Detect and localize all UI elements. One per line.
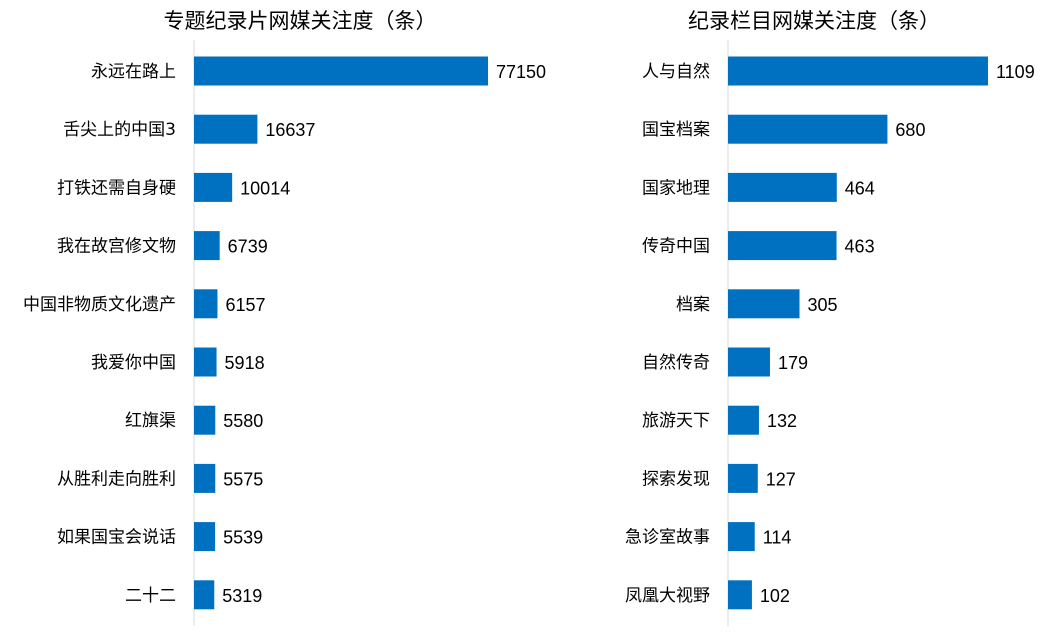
chart-left-bar (194, 289, 218, 319)
chart-right-bar (728, 463, 758, 493)
chart-right-value-label: 305 (808, 295, 838, 315)
chart-right-bar (728, 405, 759, 435)
chart-right-category-label: 自然传奇 (642, 353, 710, 373)
chart-left-category-label: 中国非物质文化遗产 (23, 295, 176, 315)
chart-left-category-label: 如果国宝会说话 (57, 528, 176, 548)
chart-right: 纪录栏目网媒关注度（条） 人与自然 1109 国宝档案 680 国家地理 464 传奇中国 4… (625, 9, 1035, 626)
chart-left: 专题纪录片网媒关注度（条） 永远在路上 77150 舌尖上的中国3 16637 打铁还需… (23, 9, 546, 626)
chart-left-category-label: 我爱你中国 (91, 353, 176, 373)
chart-right-bar (728, 580, 752, 610)
chart-right-value-label: 463 (845, 237, 875, 257)
chart-left-value-label: 5575 (223, 469, 263, 489)
chart-left-value-label: 16637 (265, 120, 315, 140)
chart-right-category-label: 档案 (676, 295, 710, 315)
chart-left-bar (194, 172, 233, 202)
chart-right-bar (728, 231, 837, 261)
chart-left-bar (194, 114, 258, 144)
chart-left-category-label: 打铁还需自身硬 (57, 178, 176, 198)
chart-right-bar (728, 172, 837, 202)
chart-right-value-label: 1109 (996, 62, 1035, 82)
chart-right-bar (728, 522, 755, 552)
chart-left-bar (194, 463, 216, 493)
chart-right-value-label: 132 (767, 411, 797, 431)
chart-right-value-label: 127 (766, 469, 796, 489)
chart-left-category-label: 二十二 (125, 586, 176, 606)
chart-right-value-label: 102 (760, 586, 790, 606)
chart-right-value-label: 680 (895, 120, 925, 140)
chart-left-bar (194, 405, 216, 435)
chart-left-category-label: 从胜利走向胜利 (57, 469, 176, 489)
chart-left-value-label: 6157 (225, 295, 265, 315)
chart-right-title: 纪录栏目网媒关注度（条） (688, 9, 940, 33)
chart-right-category-label: 凤凰大视野 (625, 586, 710, 606)
chart-left-value-label: 10014 (240, 178, 290, 198)
chart-right-bar (728, 56, 988, 86)
chart-left-category-label: 永远在路上 (91, 62, 176, 82)
chart-left-value-label: 5539 (223, 528, 263, 548)
chart-right-category-label: 旅游天下 (642, 411, 710, 431)
chart-right-category-label: 传奇中国 (642, 237, 710, 257)
chart-left-category-label: 我在故宫修文物 (57, 237, 176, 257)
chart-left-bar (194, 231, 220, 261)
chart-right-bar (728, 347, 770, 377)
chart-left-value-label: 5918 (225, 353, 265, 373)
chart-left-value-label: 77150 (496, 62, 546, 82)
chart-right-bar (728, 114, 888, 144)
chart-left-bar (194, 56, 488, 86)
chart-left-bar (194, 522, 216, 552)
chart-right-bar (728, 289, 800, 319)
chart-right-category-label: 国宝档案 (642, 120, 710, 140)
chart-left-category-label: 舌尖上的中国3 (63, 120, 176, 140)
chart-right-category-label: 探索发现 (642, 469, 710, 489)
chart-left-value-label: 5580 (223, 411, 263, 431)
chart-left-title: 专题纪录片网媒关注度（条） (164, 9, 437, 33)
chart-right-category-label: 人与自然 (642, 62, 710, 82)
chart-left-value-label: 5319 (222, 586, 262, 606)
chart-left-bar (194, 580, 215, 610)
chart-right-value-label: 179 (778, 353, 808, 373)
chart-right-value-label: 464 (845, 178, 875, 198)
chart-right-value-label: 114 (763, 528, 792, 548)
chart-left-category-label: 红旗渠 (125, 411, 176, 431)
chart-right-category-label: 急诊室故事 (625, 528, 710, 548)
chart-left-value-label: 6739 (228, 237, 268, 257)
chart-left-bar (194, 347, 217, 377)
chart-right-category-label: 国家地理 (642, 178, 710, 198)
